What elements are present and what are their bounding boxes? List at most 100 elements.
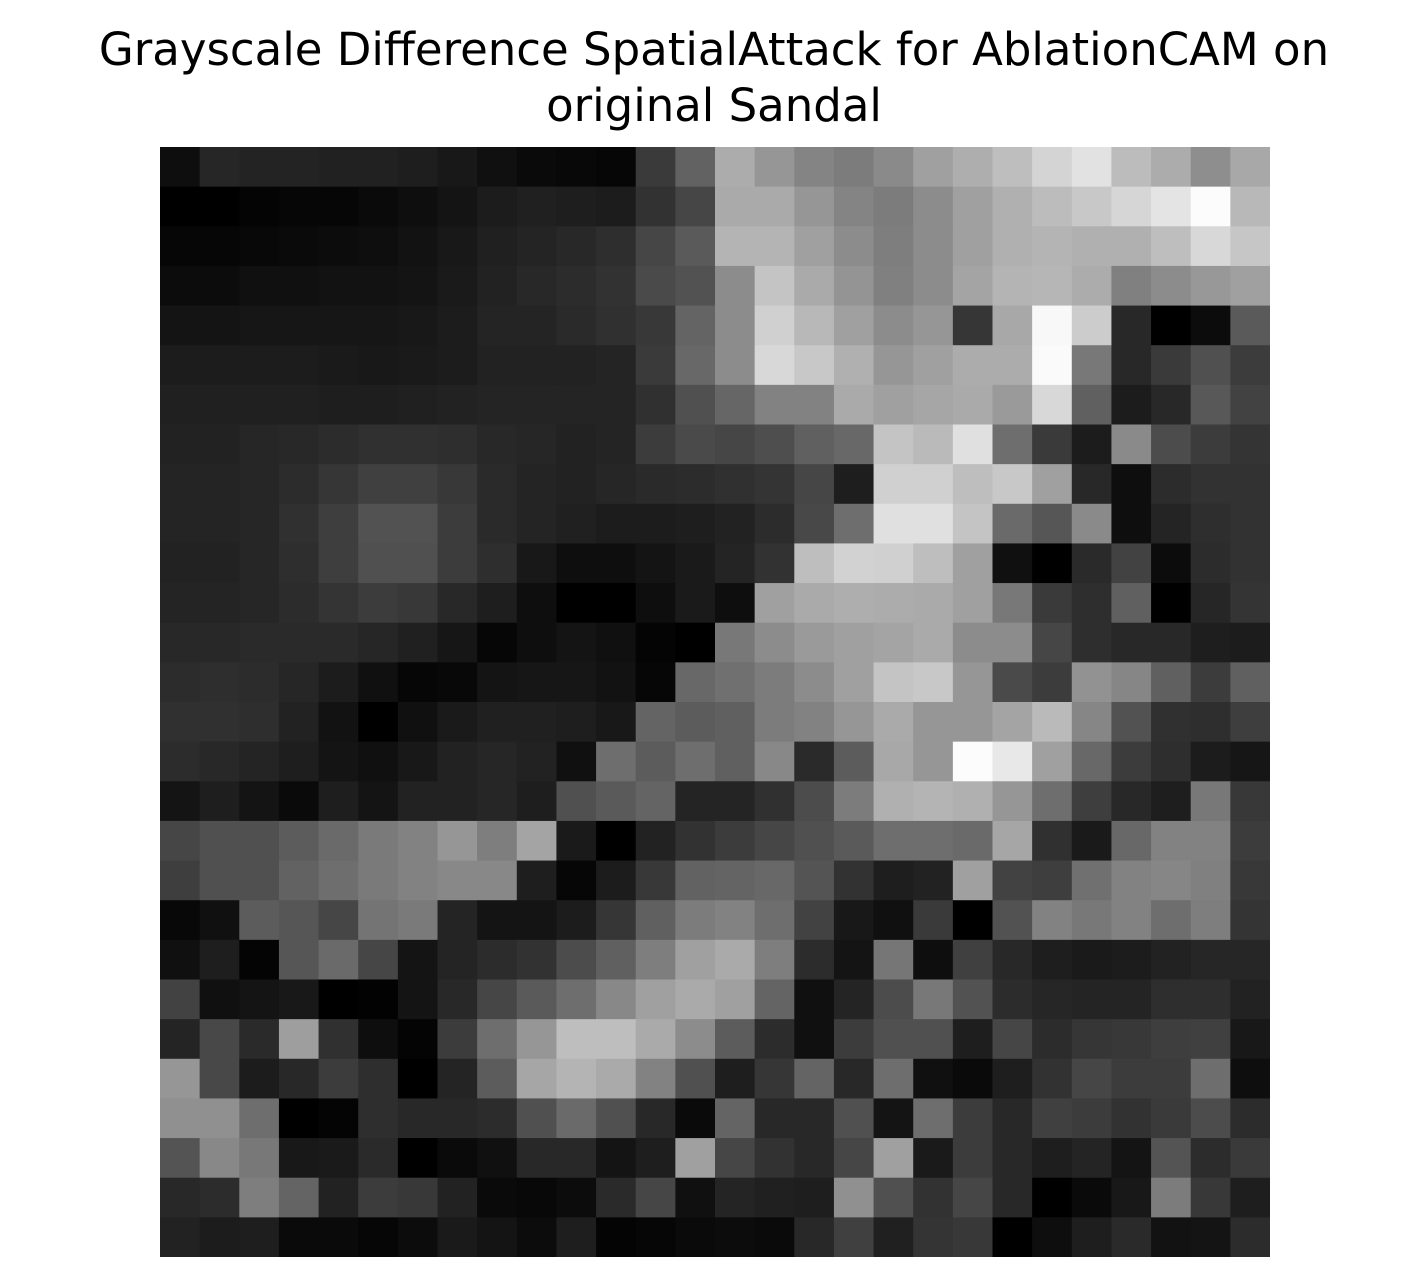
heatmap-cell-r12-c16 (794, 622, 835, 663)
heatmap-cell-r21-c20 (952, 979, 994, 1020)
heatmap-cell-r23-c12 (635, 1058, 676, 1100)
heatmap-cell-r6-c0 (160, 384, 201, 426)
heatmap-cell-r27-c5 (358, 1217, 399, 1257)
heatmap-cell-r3-c1 (199, 265, 240, 307)
heatmap-cell-r23-c19 (913, 1058, 954, 1100)
heatmap-cell-r22-c21 (992, 1019, 1033, 1060)
heatmap-cell-r12-c4 (318, 622, 359, 663)
heatmap-cell-r16-c26 (1190, 781, 1231, 822)
heatmap-cell-r18-c6 (397, 860, 439, 901)
heatmap-cell-r26-c3 (278, 1177, 320, 1218)
heatmap-cell-r15-c12 (635, 741, 676, 782)
heatmap-cell-r21-c19 (913, 979, 954, 1020)
heatmap-cell-r15-c20 (952, 741, 994, 782)
heatmap-cell-r18-c8 (477, 860, 518, 901)
heatmap-cell-r0-c5 (358, 147, 399, 188)
heatmap-cell-r8-c18 (873, 464, 914, 505)
heatmap-cell-r4-c4 (318, 305, 359, 346)
heatmap-cell-r27-c24 (1111, 1217, 1152, 1257)
heatmap-cell-r13-c27 (1230, 662, 1270, 703)
heatmap-cell-r2-c0 (160, 226, 201, 267)
heatmap-cell-r23-c7 (437, 1058, 478, 1100)
heatmap-cell-r14-c7 (437, 702, 478, 743)
heatmap-cell-r25-c24 (1111, 1138, 1152, 1179)
heatmap-cell-r20-c8 (477, 939, 518, 981)
heatmap-cell-r11-c16 (794, 583, 835, 624)
heatmap-cell-r2-c9 (516, 226, 558, 267)
heatmap-cell-r24-c21 (992, 1098, 1033, 1139)
heatmap-cell-r9-c24 (1111, 503, 1152, 545)
heatmap-cell-r25-c25 (1151, 1138, 1192, 1179)
heatmap-cell-r7-c24 (1111, 424, 1152, 465)
heatmap-cell-r11-c15 (754, 583, 795, 624)
heatmap-cell-r20-c20 (952, 939, 994, 981)
heatmap-cell-r3-c4 (318, 265, 359, 307)
heatmap-cell-r25-c22 (1032, 1138, 1073, 1179)
heatmap-cell-r14-c15 (754, 702, 795, 743)
heatmap-cell-r3-c9 (516, 265, 558, 307)
heatmap-cell-r27-c21 (992, 1217, 1033, 1257)
heatmap-cell-r7-c4 (318, 424, 359, 465)
heatmap-cell-r1-c9 (516, 186, 558, 227)
heatmap-cell-r9-c18 (873, 503, 914, 545)
heatmap-cell-r27-c13 (675, 1217, 716, 1257)
heatmap-cell-r5-c23 (1071, 345, 1113, 386)
heatmap-cell-r24-c1 (199, 1098, 240, 1139)
heatmap-cell-r8-c20 (952, 464, 994, 505)
heatmap-cell-r21-c24 (1111, 979, 1152, 1020)
heatmap-cell-r26-c25 (1151, 1177, 1192, 1218)
heatmap-cell-r25-c8 (477, 1138, 518, 1179)
heatmap-cell-r23-c27 (1230, 1058, 1270, 1100)
heatmap-cell-r12-c21 (992, 622, 1033, 663)
heatmap-cell-r5-c18 (873, 345, 914, 386)
heatmap-cell-r4-c16 (794, 305, 835, 346)
heatmap-cell-r13-c11 (596, 662, 637, 703)
heatmap-cell-r2-c4 (318, 226, 359, 267)
heatmap-cell-r10-c1 (199, 543, 240, 584)
heatmap-cell-r23-c23 (1071, 1058, 1113, 1100)
heatmap-cell-r22-c5 (358, 1019, 399, 1060)
heatmap-cell-r27-c0 (160, 1217, 201, 1257)
heatmap-cell-r24-c13 (675, 1098, 716, 1139)
heatmap-cell-r17-c24 (1111, 820, 1152, 862)
heatmap-cell-r24-c24 (1111, 1098, 1152, 1139)
heatmap-cell-r13-c4 (318, 662, 359, 703)
heatmap-cell-r23-c20 (952, 1058, 994, 1100)
heatmap-cell-r8-c25 (1151, 464, 1192, 505)
heatmap-cell-r11-c6 (397, 583, 439, 624)
heatmap-cell-r9-c23 (1071, 503, 1113, 545)
heatmap-cell-r17-c27 (1230, 820, 1270, 862)
heatmap-cell-r5-c14 (715, 345, 756, 386)
heatmap-cell-r13-c1 (199, 662, 240, 703)
heatmap-cell-r5-c17 (833, 345, 875, 386)
heatmap-cell-r0-c24 (1111, 147, 1152, 188)
heatmap-cell-r21-c8 (477, 979, 518, 1020)
heatmap-cell-r0-c8 (477, 147, 518, 188)
heatmap-cell-r14-c24 (1111, 702, 1152, 743)
heatmap-cell-r27-c27 (1230, 1217, 1270, 1257)
heatmap-cell-r17-c20 (952, 820, 994, 862)
heatmap-cell-r14-c22 (1032, 702, 1073, 743)
heatmap-cell-r21-c21 (992, 979, 1033, 1020)
heatmap-cell-r0-c19 (913, 147, 954, 188)
heatmap-cell-r27-c26 (1190, 1217, 1231, 1257)
heatmap-cell-r13-c25 (1151, 662, 1192, 703)
heatmap-cell-r3-c11 (596, 265, 637, 307)
heatmap-cell-r17-c19 (913, 820, 954, 862)
heatmap-cell-r18-c9 (516, 860, 558, 901)
heatmap-cell-r6-c14 (715, 384, 756, 426)
heatmap-cell-r20-c10 (556, 939, 597, 981)
heatmap-cell-r8-c3 (278, 464, 320, 505)
heatmap-cell-r27-c3 (278, 1217, 320, 1257)
heatmap-cell-r21-c7 (437, 979, 478, 1020)
heatmap-cell-r10-c23 (1071, 543, 1113, 584)
heatmap-cell-r26-c21 (992, 1177, 1033, 1218)
heatmap-cell-r25-c17 (833, 1138, 875, 1179)
heatmap-cell-r9-c19 (913, 503, 954, 545)
heatmap-cell-r14-c19 (913, 702, 954, 743)
heatmap-cell-r26-c20 (952, 1177, 994, 1218)
heatmap-cell-r14-c16 (794, 702, 835, 743)
heatmap-cell-r27-c17 (833, 1217, 875, 1257)
heatmap-cell-r7-c13 (675, 424, 716, 465)
heatmap-cell-r22-c13 (675, 1019, 716, 1060)
